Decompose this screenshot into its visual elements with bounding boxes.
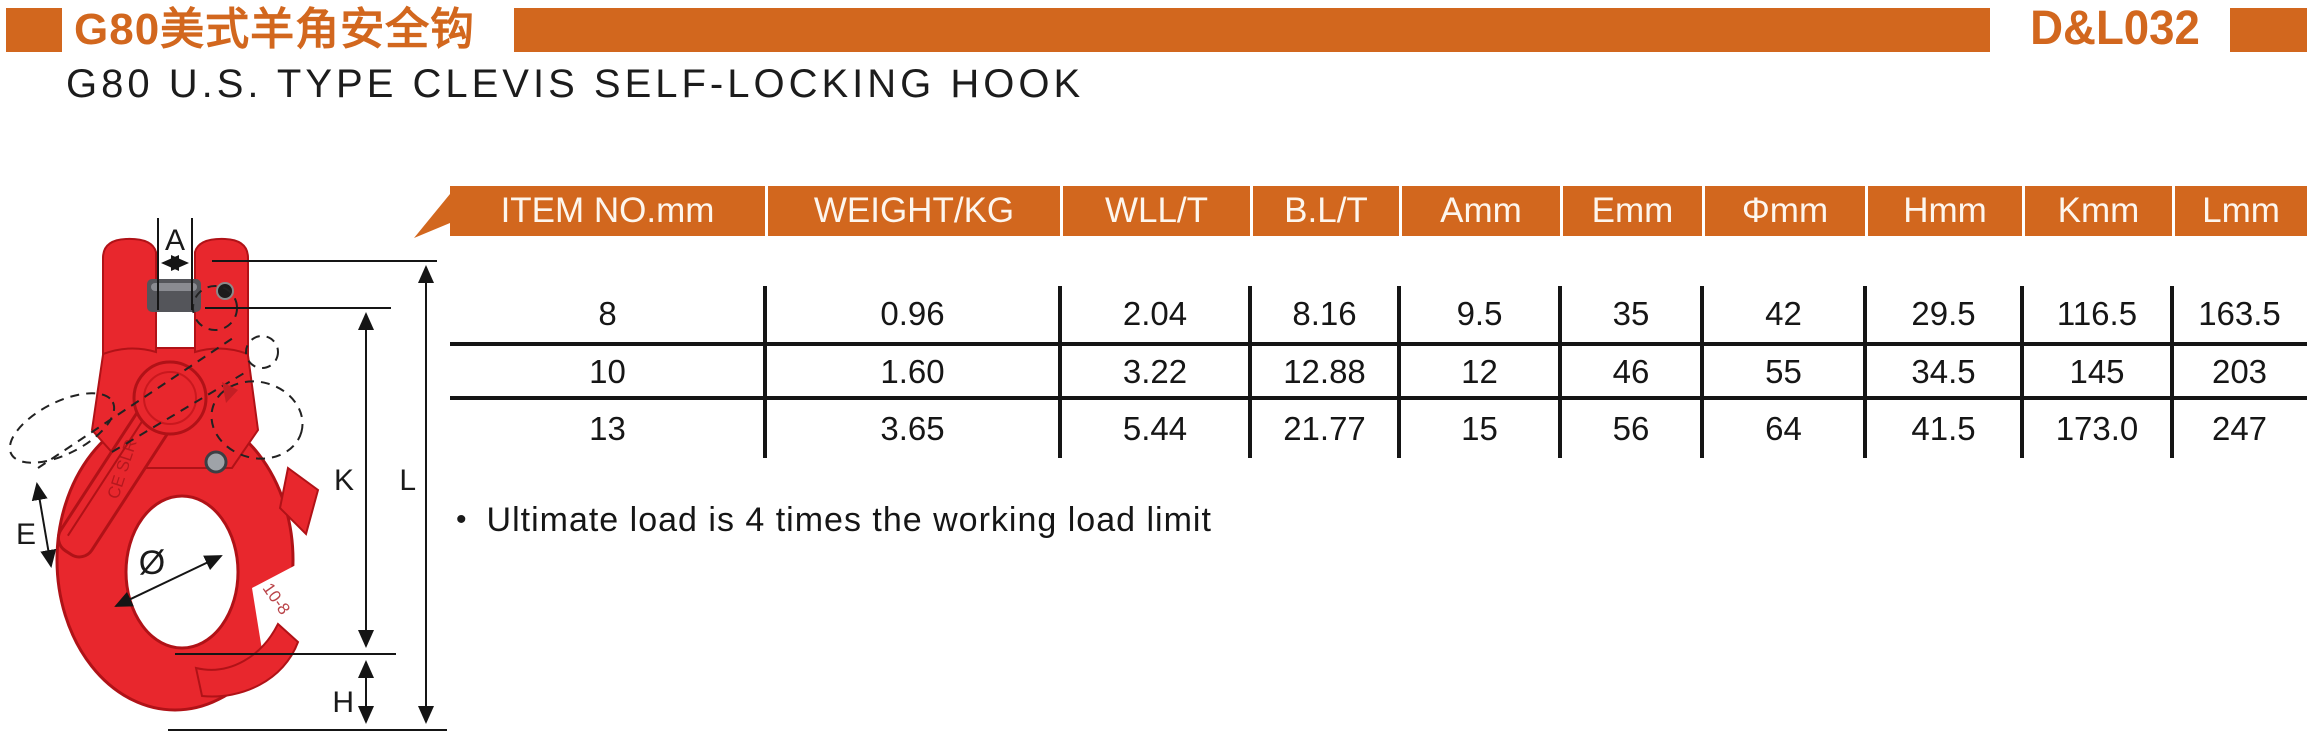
col-header-weight: WEIGHT/KG	[765, 186, 1060, 236]
spec-table-header: ITEM NO.mm WEIGHT/KG WLL/T B.L/T Amm Emm…	[450, 186, 2307, 236]
cell: 8	[598, 295, 617, 332]
cell: 13	[589, 410, 626, 447]
banner-bar	[514, 8, 1990, 52]
row-divider	[450, 342, 2307, 346]
footnote: • Ultimate load is 4 times the working l…	[456, 500, 1212, 540]
column-divider	[1248, 286, 1252, 458]
cell: 145	[2069, 353, 2125, 390]
cell: 5.44	[1122, 410, 1188, 447]
cell: 116.5	[2056, 295, 2138, 332]
cell: 9.5	[1456, 295, 1503, 332]
cell: 10	[589, 353, 626, 390]
col-header-k: Kmm	[2022, 186, 2172, 236]
col-header-a: Amm	[1399, 186, 1560, 236]
page-title-english: G80 U.S. TYPE CLEVIS SELF-LOCKING HOOK	[66, 62, 1085, 106]
dim-label-e: E	[16, 518, 36, 551]
table-row: 8 0.96 2.04 8.16 9.5 35 42 29.5 116.5 16…	[450, 284, 2307, 344]
clevis-pin-highlight	[151, 283, 197, 291]
safety-trigger	[278, 466, 320, 536]
cell: 64	[1765, 410, 1802, 447]
cell: 56	[1612, 410, 1650, 447]
column-divider	[1700, 286, 1704, 458]
page-code: D&L032	[2030, 2, 2200, 55]
footnote-text: Ultimate load is 4 times the working loa…	[486, 500, 1212, 539]
cell: 29.5	[1911, 295, 1976, 332]
cell: 3.65	[880, 410, 945, 447]
page-title-chinese: G80美式羊角安全钩	[74, 5, 476, 54]
dim-label-k: K	[334, 464, 354, 497]
cell: 55	[1765, 353, 1802, 390]
column-divider	[2170, 286, 2174, 458]
cell: 3.22	[1122, 353, 1188, 390]
column-divider	[1558, 286, 1562, 458]
col-header-h: Hmm	[1865, 186, 2022, 236]
column-divider	[1058, 286, 1062, 458]
cell: 12	[1461, 353, 1498, 390]
hook-gap	[252, 546, 332, 650]
col-header-phi: Φmm	[1702, 186, 1865, 236]
cell: 42	[1765, 295, 1802, 332]
spec-table-body: 8 0.96 2.04 8.16 9.5 35 42 29.5 116.5 16…	[450, 284, 2307, 460]
cell: 46	[1612, 353, 1650, 390]
cell: 203	[2211, 353, 2268, 390]
dim-label-a: A	[165, 224, 185, 257]
col-header-l: Lmm	[2172, 186, 2307, 236]
cell: 35	[1612, 295, 1650, 332]
pivot-boss-ring	[143, 371, 197, 425]
dim-label-h: H	[332, 686, 354, 719]
column-divider	[1863, 286, 1867, 458]
cell: 173.0	[2055, 410, 2139, 447]
cell: 12.88	[1283, 353, 1366, 390]
cell: 41.5	[1911, 410, 1976, 447]
column-divider	[1397, 286, 1401, 458]
cell: 2.04	[1122, 295, 1188, 332]
pin-bolt	[216, 282, 234, 300]
row-divider	[450, 396, 2307, 400]
col-header-item-no: ITEM NO.mm	[450, 186, 765, 236]
col-header-bl: B.L/T	[1250, 186, 1399, 236]
hook-tip	[194, 622, 300, 698]
banner-left-square	[6, 8, 62, 52]
column-divider	[763, 286, 767, 458]
cell: 15	[1461, 410, 1498, 447]
cell: 1.60	[880, 353, 945, 390]
bullet-icon: •	[456, 503, 467, 536]
cell: 163.5	[2198, 295, 2281, 332]
table-row: 10 1.60 3.22 12.88 12 46 55 34.5 145 203	[450, 346, 2307, 398]
cell: 0.96	[880, 295, 945, 332]
column-divider	[2020, 286, 2024, 458]
cell: 21.77	[1283, 410, 1366, 447]
cell: 34.5	[1911, 353, 1976, 390]
dimension-labels: A K L H E Ø	[16, 224, 416, 719]
dim-label-diameter: Ø	[139, 544, 165, 582]
clevis-left-prong	[102, 237, 157, 356]
latch-swing-arrowhead	[222, 382, 238, 403]
header-ribbon-tail	[414, 194, 450, 238]
cell: 8.16	[1292, 295, 1357, 332]
cell: 247	[2211, 410, 2268, 447]
table-row: 13 3.65 5.44 21.77 15 56 64 41.5 173.0 2…	[450, 400, 2307, 458]
hook-dimension-drawing: CE SLR 10-8	[8, 218, 447, 731]
col-header-wll: WLL/T	[1060, 186, 1250, 236]
banner-right-square	[2230, 8, 2307, 52]
dimension-lines	[31, 218, 447, 731]
dim-label-l: L	[399, 464, 416, 497]
latch-screw	[204, 450, 228, 474]
col-header-e: Emm	[1560, 186, 1702, 236]
